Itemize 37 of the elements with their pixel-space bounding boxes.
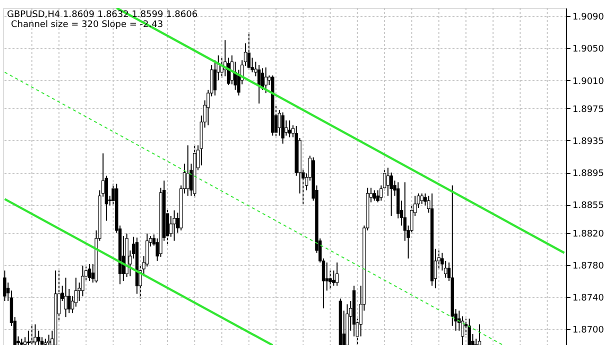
y-tick-label: 1.8740 xyxy=(572,294,604,304)
y-tick-label: 1.8855 xyxy=(572,201,604,212)
candlestick xyxy=(372,190,376,202)
candlestick xyxy=(64,277,68,318)
candlestick xyxy=(288,120,292,138)
candlestick xyxy=(284,120,288,136)
candlestick xyxy=(335,262,339,286)
candlestick xyxy=(81,265,84,297)
candlestick xyxy=(325,262,328,292)
y-tick-label: 1.8935 xyxy=(572,136,604,147)
candlestick xyxy=(88,264,92,282)
y-tick-label: 1.8780 xyxy=(572,261,604,272)
candlestick xyxy=(390,172,393,216)
candlestick xyxy=(68,288,71,314)
y-tick-label: 1.8820 xyxy=(572,229,604,240)
y-tick-label: 1.8895 xyxy=(572,169,604,180)
candlestick xyxy=(376,190,380,203)
candlestick xyxy=(3,270,6,302)
y-tick-label: 1.8975 xyxy=(572,104,604,115)
candlestick xyxy=(332,270,336,286)
candlestick xyxy=(468,318,471,345)
candlestick xyxy=(37,330,40,345)
candlestick xyxy=(281,112,284,144)
candlestick xyxy=(186,144,190,196)
candlestick xyxy=(264,66,268,94)
candlestick xyxy=(386,167,390,196)
y-tick-label: 1.9050 xyxy=(572,44,604,55)
candlestick xyxy=(213,60,217,96)
chart-title: GBPUSD,H4 1.8609 1.8632 1.8599 1.8606 xyxy=(7,10,198,20)
y-tick-label: 1.8700 xyxy=(572,326,604,336)
candlestick xyxy=(420,192,424,204)
y-tick-label: 1.9010 xyxy=(572,76,604,87)
candlestick xyxy=(257,64,261,104)
candlestick xyxy=(26,330,30,345)
candlestick xyxy=(247,32,250,70)
candlestick xyxy=(172,210,176,242)
y-tick-label: 1.9090 xyxy=(572,12,604,23)
